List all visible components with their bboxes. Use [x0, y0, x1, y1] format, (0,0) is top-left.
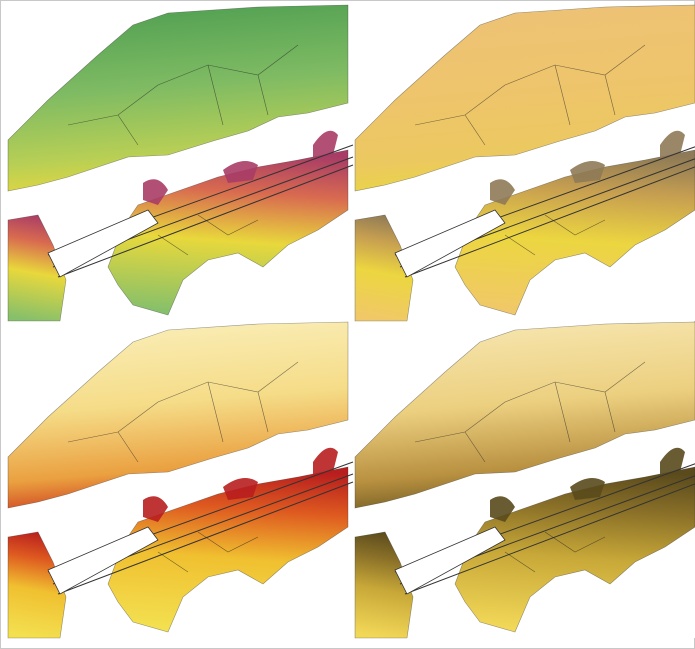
prefecture-border — [414, 361, 646, 573]
hotspot — [490, 130, 685, 205]
model-zone — [47, 209, 159, 278]
northern-region — [354, 321, 695, 509]
hotspot — [490, 447, 685, 522]
map-panel — [7, 4, 354, 322]
northern-region — [7, 321, 349, 509]
model-zone — [47, 526, 159, 595]
hotspot — [143, 447, 338, 522]
prefecture-border — [414, 44, 646, 256]
western-island — [354, 531, 414, 639]
western-island — [7, 531, 67, 639]
southern-island — [107, 466, 349, 633]
western-island — [7, 214, 67, 322]
southern-island — [454, 466, 695, 633]
map-panel — [354, 4, 695, 322]
model-zone — [394, 526, 506, 595]
model-zone — [394, 209, 506, 278]
southern-island — [107, 149, 349, 316]
map-panel — [354, 321, 695, 639]
southern-island — [454, 149, 695, 316]
western-island — [354, 214, 414, 322]
northern-region — [7, 4, 349, 192]
map-panel — [7, 321, 354, 639]
hotspot — [143, 130, 338, 205]
northern-region — [354, 4, 695, 192]
prefecture-border — [67, 44, 299, 256]
prefecture-border — [67, 361, 299, 573]
